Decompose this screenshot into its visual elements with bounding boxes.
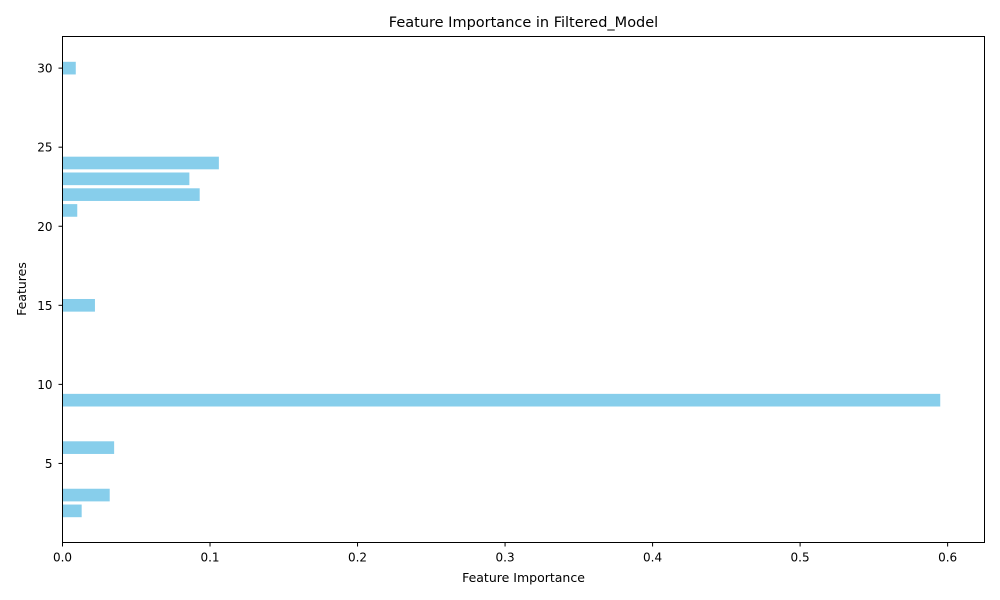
bar-feature-15 <box>62 298 95 312</box>
y-tick-label: 25 <box>37 141 52 155</box>
x-tick-label: 0.2 <box>348 551 367 565</box>
bar-feature-6 <box>62 441 115 454</box>
x-tick-label: 0.4 <box>643 551 662 565</box>
bar-feature-30 <box>62 61 76 75</box>
bar-feature-3 <box>62 488 110 502</box>
x-tick-label: 0.0 <box>53 551 72 565</box>
x-axis-label: Feature Importance <box>462 570 585 585</box>
plot-area-frame <box>62 36 985 543</box>
x-tick-label: 0.6 <box>938 551 957 565</box>
y-tick-label: 5 <box>45 457 53 471</box>
bar-feature-2 <box>62 504 82 518</box>
y-ticks-group: 5 10 15 20 25 30 <box>37 62 63 471</box>
bar-feature-9 <box>62 393 941 407</box>
bar-feature-22 <box>62 188 200 201</box>
bar-feature-24 <box>62 156 219 170</box>
bar-feature-23 <box>62 172 190 186</box>
x-tick-label: 0.3 <box>496 551 515 565</box>
x-ticks-group: 0.0 0.1 0.2 0.3 0.4 0.5 0.6 <box>53 542 957 565</box>
y-tick-label: 15 <box>37 299 52 313</box>
y-tick-label: 20 <box>37 220 52 234</box>
y-tick-label: 10 <box>37 378 52 392</box>
bars-group <box>62 61 941 518</box>
x-tick-label: 0.5 <box>791 551 810 565</box>
y-axis-label: Features <box>14 262 29 316</box>
bar-feature-21 <box>62 204 78 217</box>
x-tick-label: 0.1 <box>200 551 219 565</box>
chart-title: Feature Importance in Filtered_Model <box>389 15 658 31</box>
y-tick-label: 30 <box>37 62 52 76</box>
